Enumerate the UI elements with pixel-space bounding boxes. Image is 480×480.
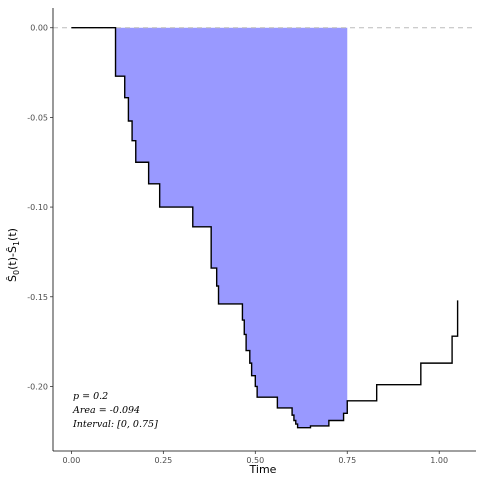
x-ticks: 0.00 0.25 0.50 0.75 1.00	[62, 451, 448, 465]
y-axis-title-part: (t)	[6, 228, 19, 241]
x-tick-label: 0.00	[62, 456, 80, 465]
annotation-area: Area = -0.094	[72, 405, 140, 416]
y-axis-title-part: (t)-Ŝ	[6, 246, 19, 270]
shaded-area	[71, 27, 348, 428]
y-axis-title-sub: 1	[12, 241, 21, 246]
annotation-p: p = 0.2	[73, 391, 108, 402]
y-tick-label: -0.05	[27, 113, 48, 122]
x-axis-title: Time	[249, 463, 277, 476]
y-axis-title: Ŝ0(t)-Ŝ1(t)	[6, 228, 21, 282]
y-ticks: 0.00 -0.05 -0.10 -0.15 -0.20	[27, 24, 53, 391]
x-tick-label: 0.25	[154, 456, 172, 465]
y-axis-title-sub: 0	[12, 270, 21, 275]
x-tick-label: 1.00	[430, 456, 448, 465]
y-tick-label: -0.20	[27, 382, 48, 391]
annotation-interval: Interval: [0, 0.75]	[72, 419, 158, 430]
y-tick-label: 0.00	[30, 24, 48, 33]
y-tick-label: -0.15	[27, 293, 48, 302]
plot-area	[53, 27, 476, 429]
x-tick-label: 0.75	[338, 456, 356, 465]
y-tick-label: -0.10	[27, 203, 48, 212]
y-axis-title-part: Ŝ	[6, 275, 19, 282]
x-tick-label: 0.50	[246, 456, 264, 465]
step-line	[71, 27, 459, 429]
